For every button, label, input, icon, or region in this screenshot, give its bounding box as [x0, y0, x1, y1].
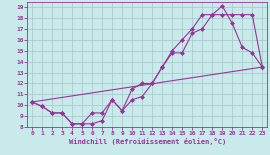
X-axis label: Windchill (Refroidissement éolien,°C): Windchill (Refroidissement éolien,°C) [69, 138, 226, 145]
